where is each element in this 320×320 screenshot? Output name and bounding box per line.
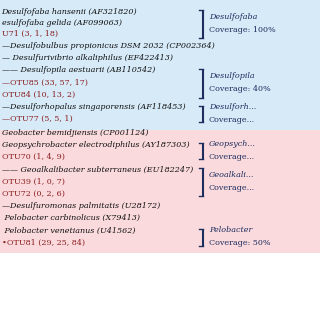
Text: Pelobacter carbinolicus (X79413): Pelobacter carbinolicus (X79413) xyxy=(2,214,140,222)
Text: Geobacter bemidjiensis (CP001124): Geobacter bemidjiensis (CP001124) xyxy=(2,129,148,137)
Text: —— Geoalkalibacter subterraneus (EU182247): —— Geoalkalibacter subterraneus (EU18224… xyxy=(2,166,193,173)
Text: OTU84 (10, 13, 2): OTU84 (10, 13, 2) xyxy=(2,90,75,99)
Text: Coverage: 50%: Coverage: 50% xyxy=(209,239,271,247)
Text: OTU72 (0, 2, 6): OTU72 (0, 2, 6) xyxy=(2,189,65,197)
Text: —Desulfobulbus propionicus DSM 2032 (CP002364): —Desulfobulbus propionicus DSM 2032 (CP0… xyxy=(2,42,214,50)
Text: —OTU85 (33, 57, 17): —OTU85 (33, 57, 17) xyxy=(2,78,88,86)
Text: Desulfofaba hansenii (AF321820): Desulfofaba hansenii (AF321820) xyxy=(2,8,137,16)
Text: Geopsych...: Geopsych... xyxy=(209,140,256,148)
Text: —OTU77 (5, 5, 1): —OTU77 (5, 5, 1) xyxy=(2,115,72,123)
Text: Geopsychrobacter electrodiphilus (AY187303): Geopsychrobacter electrodiphilus (AY1873… xyxy=(2,140,189,148)
Text: •OTU81 (29, 25, 84): •OTU81 (29, 25, 84) xyxy=(2,239,85,246)
Text: Pelobacter: Pelobacter xyxy=(209,226,252,234)
Text: Desulfofaba: Desulfofaba xyxy=(209,13,257,21)
Text: U71 (3, 1, 18): U71 (3, 1, 18) xyxy=(2,30,58,38)
Text: Pelobacter venetianus (U41562): Pelobacter venetianus (U41562) xyxy=(2,227,135,234)
Text: esulfofaba gelida (AF099063): esulfofaba gelida (AF099063) xyxy=(2,19,122,27)
Text: —Desulforhopalus singaporensis (AF118453): —Desulforhopalus singaporensis (AF118453… xyxy=(2,103,185,111)
Text: Desulforh...: Desulforh... xyxy=(209,103,256,111)
Text: Coverage...: Coverage... xyxy=(209,153,255,161)
Text: Desulfopila: Desulfopila xyxy=(209,72,255,80)
Text: OTU70 (1, 4, 9): OTU70 (1, 4, 9) xyxy=(2,153,65,161)
Text: —Desulfuromonas palmitatis (U28172): —Desulfuromonas palmitatis (U28172) xyxy=(2,203,160,211)
Text: Coverage: 40%: Coverage: 40% xyxy=(209,85,271,93)
Text: Coverage: 100%: Coverage: 100% xyxy=(209,26,276,34)
Text: OTU39 (1, 0, 7): OTU39 (1, 0, 7) xyxy=(2,178,65,186)
Text: Coverage...: Coverage... xyxy=(209,116,255,124)
Text: Geoalkali...: Geoalkali... xyxy=(209,171,254,179)
Bar xyxy=(0,0,320,130)
Bar xyxy=(0,130,320,253)
Text: —— Desulfopila aestuarii (AB110542): —— Desulfopila aestuarii (AB110542) xyxy=(2,66,155,74)
Text: Coverage...: Coverage... xyxy=(209,184,255,192)
Text: — Desulfurivibrio alkaliphilus (EF422413): — Desulfurivibrio alkaliphilus (EF422413… xyxy=(2,54,172,62)
